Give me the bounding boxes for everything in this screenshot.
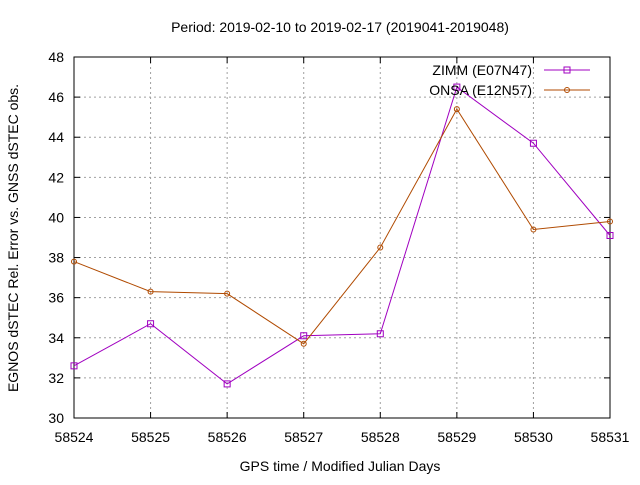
- y-tick-label: 46: [48, 89, 64, 105]
- y-tick-label: 40: [48, 209, 64, 225]
- data-point: [530, 226, 537, 233]
- y-tick-label: 30: [48, 410, 64, 426]
- x-tick-label: 58531: [591, 429, 630, 445]
- x-axis-label: GPS time / Modified Julian Days: [240, 458, 441, 474]
- legend-marker: [563, 66, 571, 74]
- x-tick-label: 58526: [208, 429, 247, 445]
- axes: 58524 58525 58526 58527 58528 58529 58530 58531…: [48, 49, 629, 445]
- data-point: [529, 139, 537, 147]
- legend: ZIMM (E07N47) ONSA (E12N57): [429, 62, 590, 98]
- legend-label: ONSA (E12N57): [429, 82, 532, 98]
- y-tick-label: 44: [48, 129, 64, 145]
- data-point: [147, 320, 155, 328]
- data-point: [71, 258, 77, 265]
- series-1: [70, 83, 614, 388]
- legend-label: ZIMM (E07N47): [432, 62, 532, 78]
- legend-item: ONSA (E12N57): [429, 82, 590, 98]
- data-point: [606, 231, 614, 239]
- series-line: [73, 86, 611, 385]
- x-tick-label: 58527: [284, 429, 323, 445]
- legend-item: ZIMM (E07N47): [432, 62, 590, 78]
- data-point: [224, 290, 231, 297]
- y-tick-label: 34: [48, 330, 64, 346]
- data-point: [607, 218, 613, 225]
- legend-marker: [564, 87, 570, 93]
- y-tick-label: 38: [48, 250, 64, 266]
- y-tick-label: 32: [48, 370, 64, 386]
- x-tick-label: 58530: [514, 429, 553, 445]
- series-layer: [70, 83, 614, 388]
- data-point: [147, 288, 154, 295]
- grid: [74, 57, 610, 418]
- y-tick-label: 42: [48, 169, 64, 185]
- data-point: [376, 330, 384, 338]
- data-point: [70, 362, 78, 370]
- chart-title: Period: 2019-02-10 to 2019-02-17 (201904…: [171, 19, 509, 35]
- data-point: [453, 83, 461, 91]
- data-point: [223, 380, 231, 388]
- data-point: [377, 244, 384, 251]
- data-point: [300, 332, 308, 340]
- data-point: [453, 106, 460, 113]
- data-point: [300, 340, 307, 347]
- series-line: [73, 108, 611, 345]
- x-tick-label: 58524: [55, 429, 94, 445]
- y-tick-label: 48: [48, 49, 64, 65]
- x-tick-label: 58528: [361, 429, 400, 445]
- series-2: [71, 106, 613, 347]
- plot-frame: [73, 56, 611, 419]
- y-tick-label: 36: [48, 290, 64, 306]
- y-axis-label: EGNOS dSTEC Rel. Error vs. GNSS dSTEC ob…: [5, 84, 21, 392]
- x-tick-label: 58529: [437, 429, 476, 445]
- x-tick-label: 58525: [131, 429, 170, 445]
